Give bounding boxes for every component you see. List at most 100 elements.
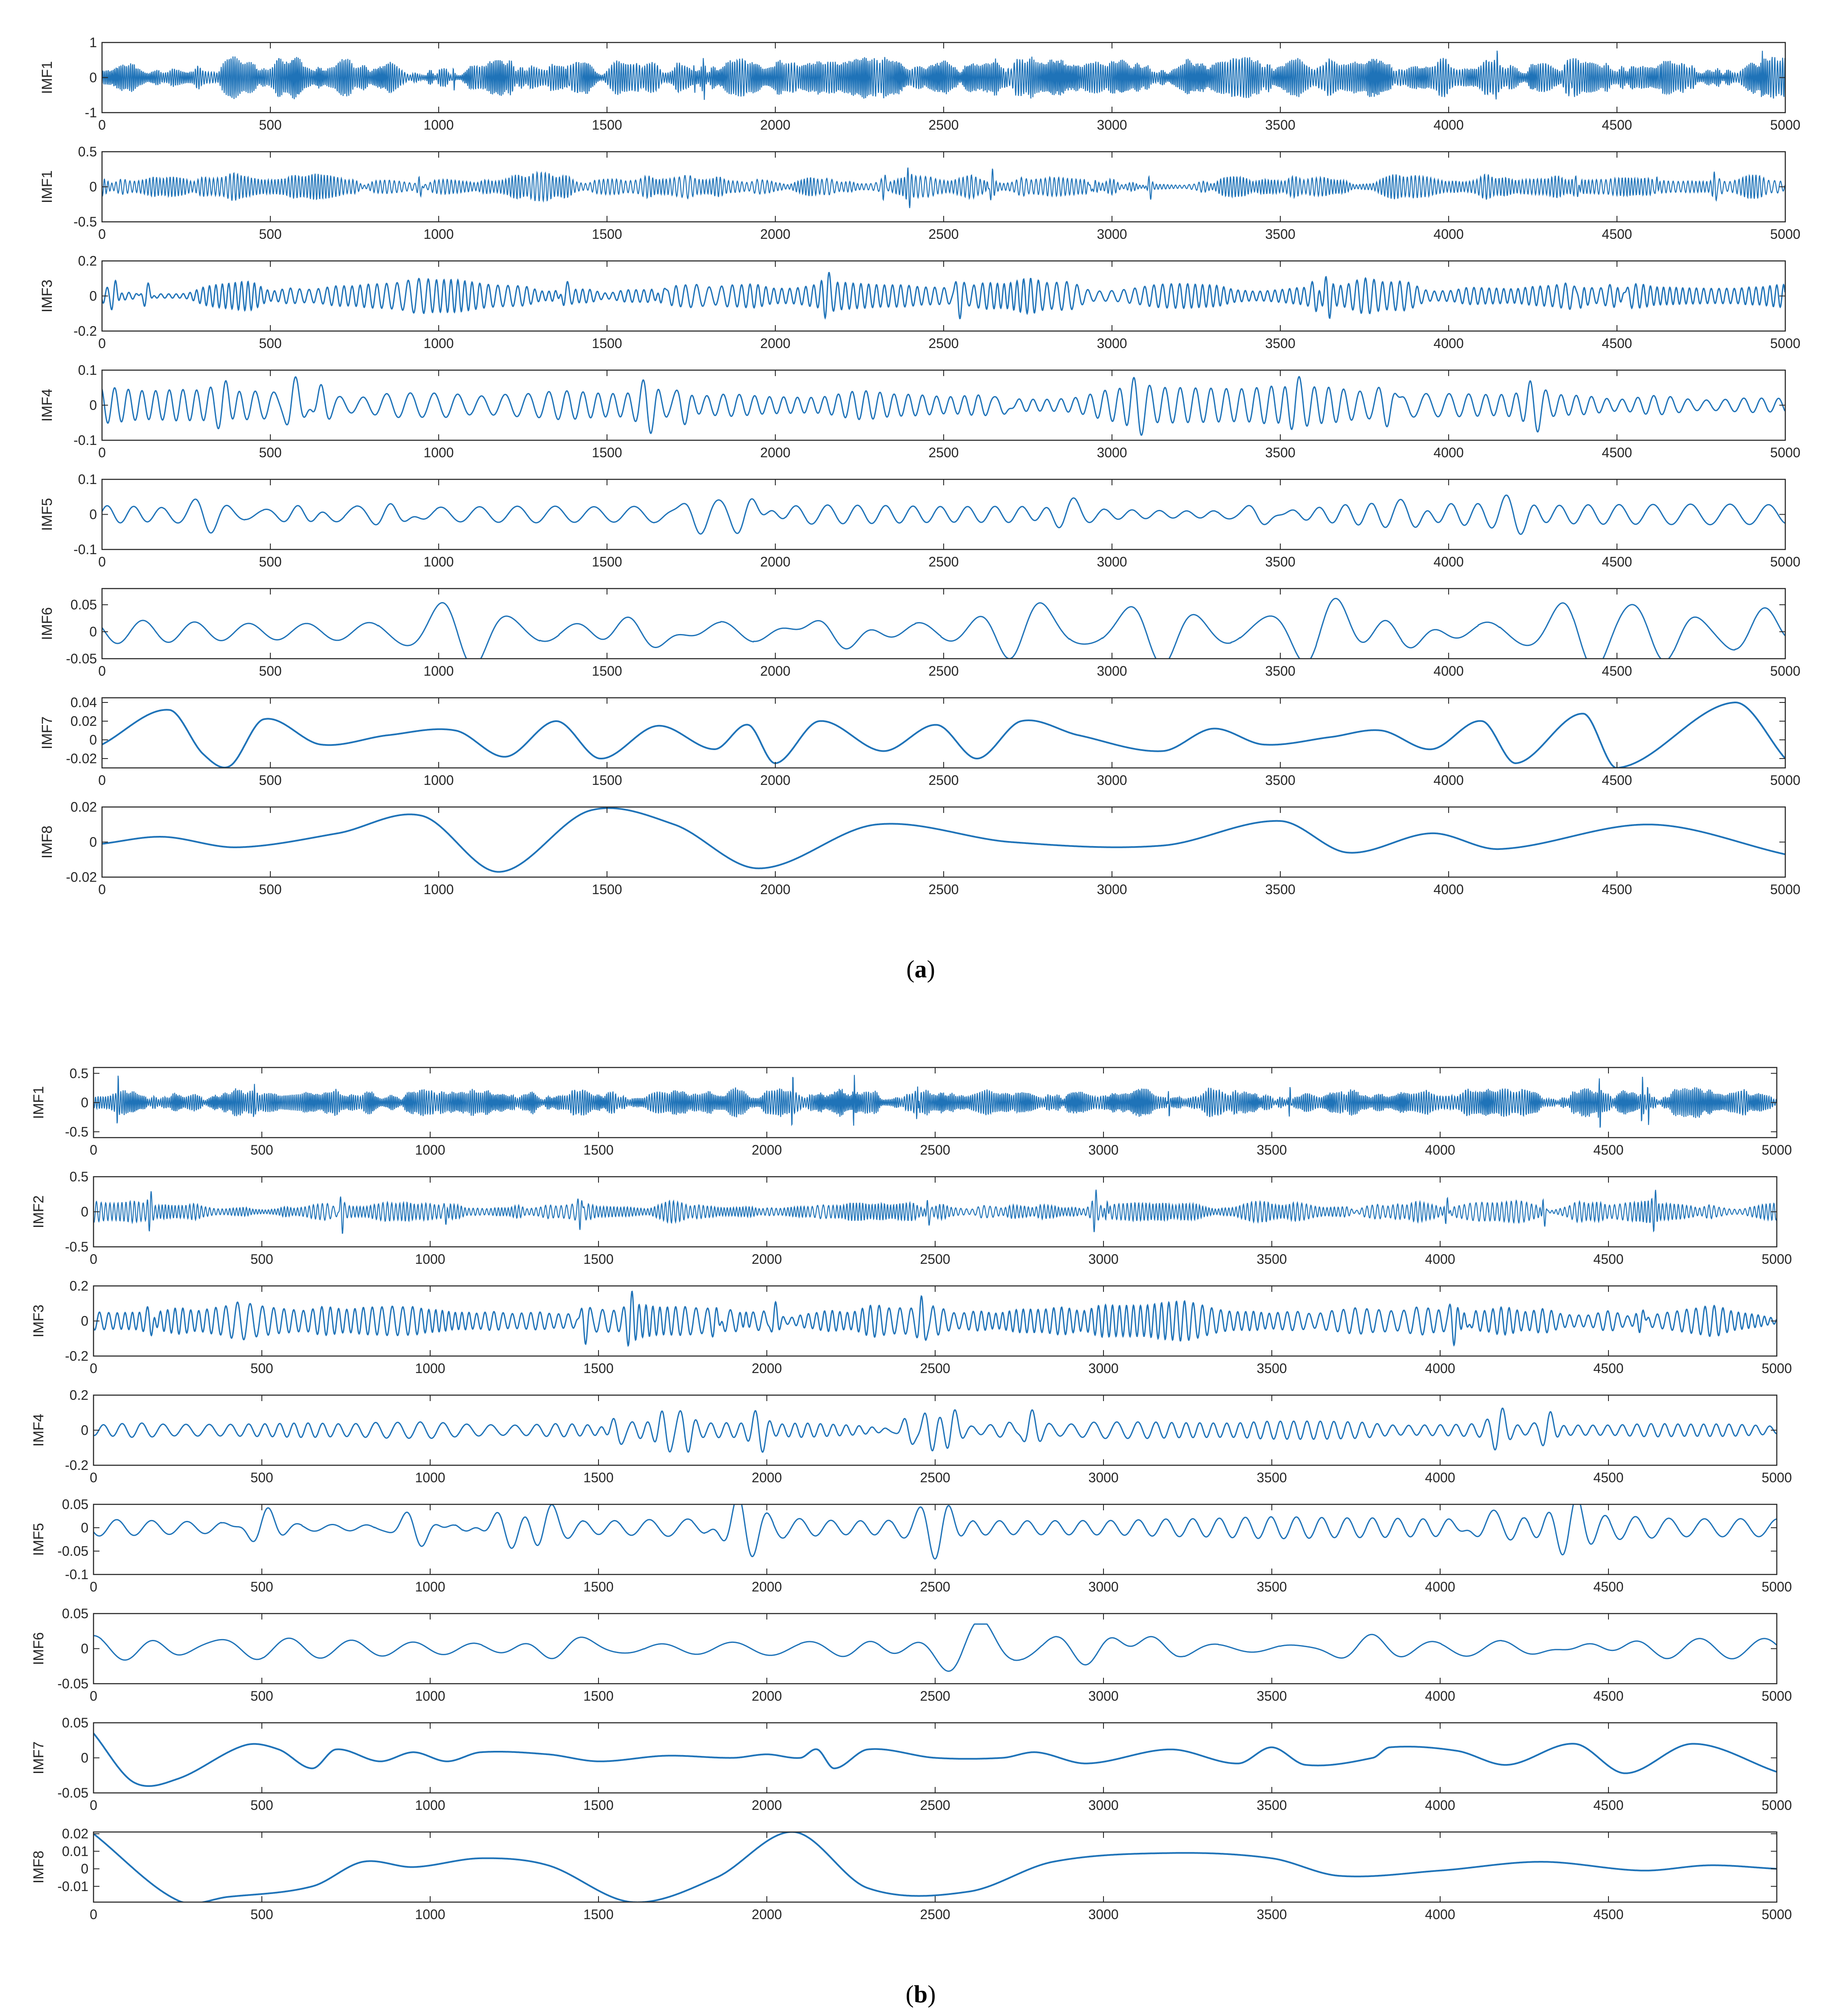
x-tick-label: 2000 xyxy=(760,117,790,133)
y-tick-label: -0.05 xyxy=(66,651,97,666)
x-tick-label: 3500 xyxy=(1265,554,1295,569)
x-tick-label: 4500 xyxy=(1593,1361,1623,1376)
x-tick-label: 500 xyxy=(259,336,281,351)
x-tick-label: 2500 xyxy=(920,1798,950,1813)
x-tick-label: 3000 xyxy=(1088,1252,1118,1267)
subplot-a-1: 0 500 1000 1500 2000 2500 3000 3500 4000 4500 5000… xyxy=(39,35,1801,133)
y-axis-label: IMF8 xyxy=(31,1851,47,1883)
x-tick-label: 1000 xyxy=(415,1907,445,1922)
x-tick-label: 5000 xyxy=(1770,117,1800,133)
y-tick-label: 0 xyxy=(81,1520,88,1535)
x-tick-label: 4500 xyxy=(1593,1798,1623,1813)
x-tick-label: 4000 xyxy=(1433,882,1464,897)
x-tick-label: 2500 xyxy=(928,227,959,242)
x-tick-label: 0 xyxy=(98,336,106,351)
y-tick-label: 0.05 xyxy=(62,1715,88,1730)
x-tick-label: 0 xyxy=(90,1361,97,1376)
x-tick-label: 2500 xyxy=(920,1579,950,1594)
x-tick-label: 5000 xyxy=(1761,1907,1792,1922)
y-tick-label: 0.5 xyxy=(70,1066,88,1081)
x-tick-label: 4500 xyxy=(1593,1907,1623,1922)
subplot-b-6: 0 500 1000 1500 2000 2500 3000 3500 4000 4500 5000… xyxy=(31,1606,1792,1704)
y-tick-label: -0.05 xyxy=(57,1785,88,1801)
y-axis-label: IMF6 xyxy=(39,607,55,640)
x-tick-label: 0 xyxy=(90,1798,97,1813)
x-tick-label: 4000 xyxy=(1433,773,1464,788)
x-tick-label: 2000 xyxy=(760,445,790,460)
series-line xyxy=(102,376,1785,436)
y-tick-label: 0.01 xyxy=(62,1843,88,1859)
x-tick-label: 500 xyxy=(259,117,281,133)
series-line xyxy=(102,597,1785,659)
x-tick-label: 4000 xyxy=(1433,663,1464,679)
x-tick-label: 2500 xyxy=(928,663,959,679)
x-tick-label: 1000 xyxy=(415,1361,445,1376)
x-tick-label: 3500 xyxy=(1257,1907,1287,1922)
x-tick-label: 2500 xyxy=(920,1252,950,1267)
x-tick-label: 3500 xyxy=(1257,1252,1287,1267)
y-tick-label: 0 xyxy=(81,1750,88,1766)
subplot-b-7: 0 500 1000 1500 2000 2500 3000 3500 4000 4500 5000… xyxy=(31,1715,1792,1813)
y-axis-label: IMF3 xyxy=(31,1305,47,1337)
y-axis-label: IMF2 xyxy=(31,1195,47,1228)
series-line xyxy=(102,51,1785,100)
series-line xyxy=(102,702,1785,768)
x-tick-label: 1000 xyxy=(415,1142,445,1158)
x-tick-label: 500 xyxy=(250,1798,273,1813)
y-axis-label: IMF7 xyxy=(39,716,55,749)
x-tick-label: 1500 xyxy=(592,336,622,351)
x-tick-label: 500 xyxy=(250,1579,273,1594)
y-tick-label: -0.1 xyxy=(74,433,97,448)
y-axis-label: IMF1 xyxy=(31,1086,47,1119)
series-line xyxy=(94,1733,1777,1787)
x-tick-label: 5000 xyxy=(1761,1142,1792,1158)
y-tick-label: -0.05 xyxy=(57,1543,88,1559)
x-tick-label: 4500 xyxy=(1593,1142,1623,1158)
x-tick-label: 4500 xyxy=(1593,1579,1623,1594)
y-tick-label: 0.02 xyxy=(71,799,97,815)
x-tick-label: 1500 xyxy=(583,1579,613,1594)
x-tick-label: 4000 xyxy=(1425,1798,1455,1813)
y-axis-label: IMF5 xyxy=(31,1523,47,1556)
x-tick-label: 500 xyxy=(250,1688,273,1704)
x-tick-label: 500 xyxy=(259,554,281,569)
x-tick-label: 1500 xyxy=(583,1688,613,1704)
y-tick-label: -0.5 xyxy=(74,214,97,229)
x-tick-label: 1500 xyxy=(583,1142,613,1158)
subplot-a-3: 0 500 1000 1500 2000 2500 3000 3500 4000 4500 5000… xyxy=(39,253,1801,351)
y-tick-label: 0 xyxy=(89,732,97,748)
series-line xyxy=(94,1504,1777,1560)
y-tick-label: 0 xyxy=(81,1095,88,1110)
x-tick-label: 3500 xyxy=(1265,227,1295,242)
y-axis-label: IMF5 xyxy=(39,498,55,531)
subplot-b-5: 0 500 1000 1500 2000 2500 3000 3500 4000 4500 5000… xyxy=(31,1497,1792,1594)
x-tick-label: 3000 xyxy=(1097,445,1127,460)
y-axis-label: IMF1 xyxy=(39,170,55,203)
x-tick-label: 2000 xyxy=(752,1361,782,1376)
subplot-a-5: 0 500 1000 1500 2000 2500 3000 3500 4000 4500 5000… xyxy=(39,472,1801,569)
y-axis-label: IMF4 xyxy=(31,1414,47,1447)
subplot-b-4: 0 500 1000 1500 2000 2500 3000 3500 4000 4500 5000… xyxy=(31,1387,1792,1485)
y-tick-label: 0.2 xyxy=(78,253,97,269)
x-tick-label: 0 xyxy=(98,663,106,679)
x-tick-label: 3500 xyxy=(1257,1798,1287,1813)
x-tick-label: 2000 xyxy=(752,1142,782,1158)
series-line xyxy=(94,1407,1777,1453)
x-tick-label: 500 xyxy=(259,663,281,679)
x-tick-label: 1500 xyxy=(583,1798,613,1813)
x-tick-label: 3000 xyxy=(1097,117,1127,133)
x-tick-label: 5000 xyxy=(1770,227,1800,242)
caption-a: (a) xyxy=(906,955,935,983)
series-line xyxy=(94,1075,1777,1128)
x-tick-label: 4000 xyxy=(1425,1688,1455,1704)
x-tick-label: 1000 xyxy=(423,117,454,133)
x-tick-label: 3500 xyxy=(1265,445,1295,460)
x-tick-label: 2500 xyxy=(920,1470,950,1485)
x-tick-label: 3000 xyxy=(1097,773,1127,788)
x-tick-label: 1000 xyxy=(423,882,454,897)
x-tick-label: 500 xyxy=(250,1470,273,1485)
x-tick-label: 2500 xyxy=(928,336,959,351)
x-tick-label: 3500 xyxy=(1265,117,1295,133)
series-line xyxy=(94,1623,1777,1672)
x-tick-label: 1500 xyxy=(583,1252,613,1267)
